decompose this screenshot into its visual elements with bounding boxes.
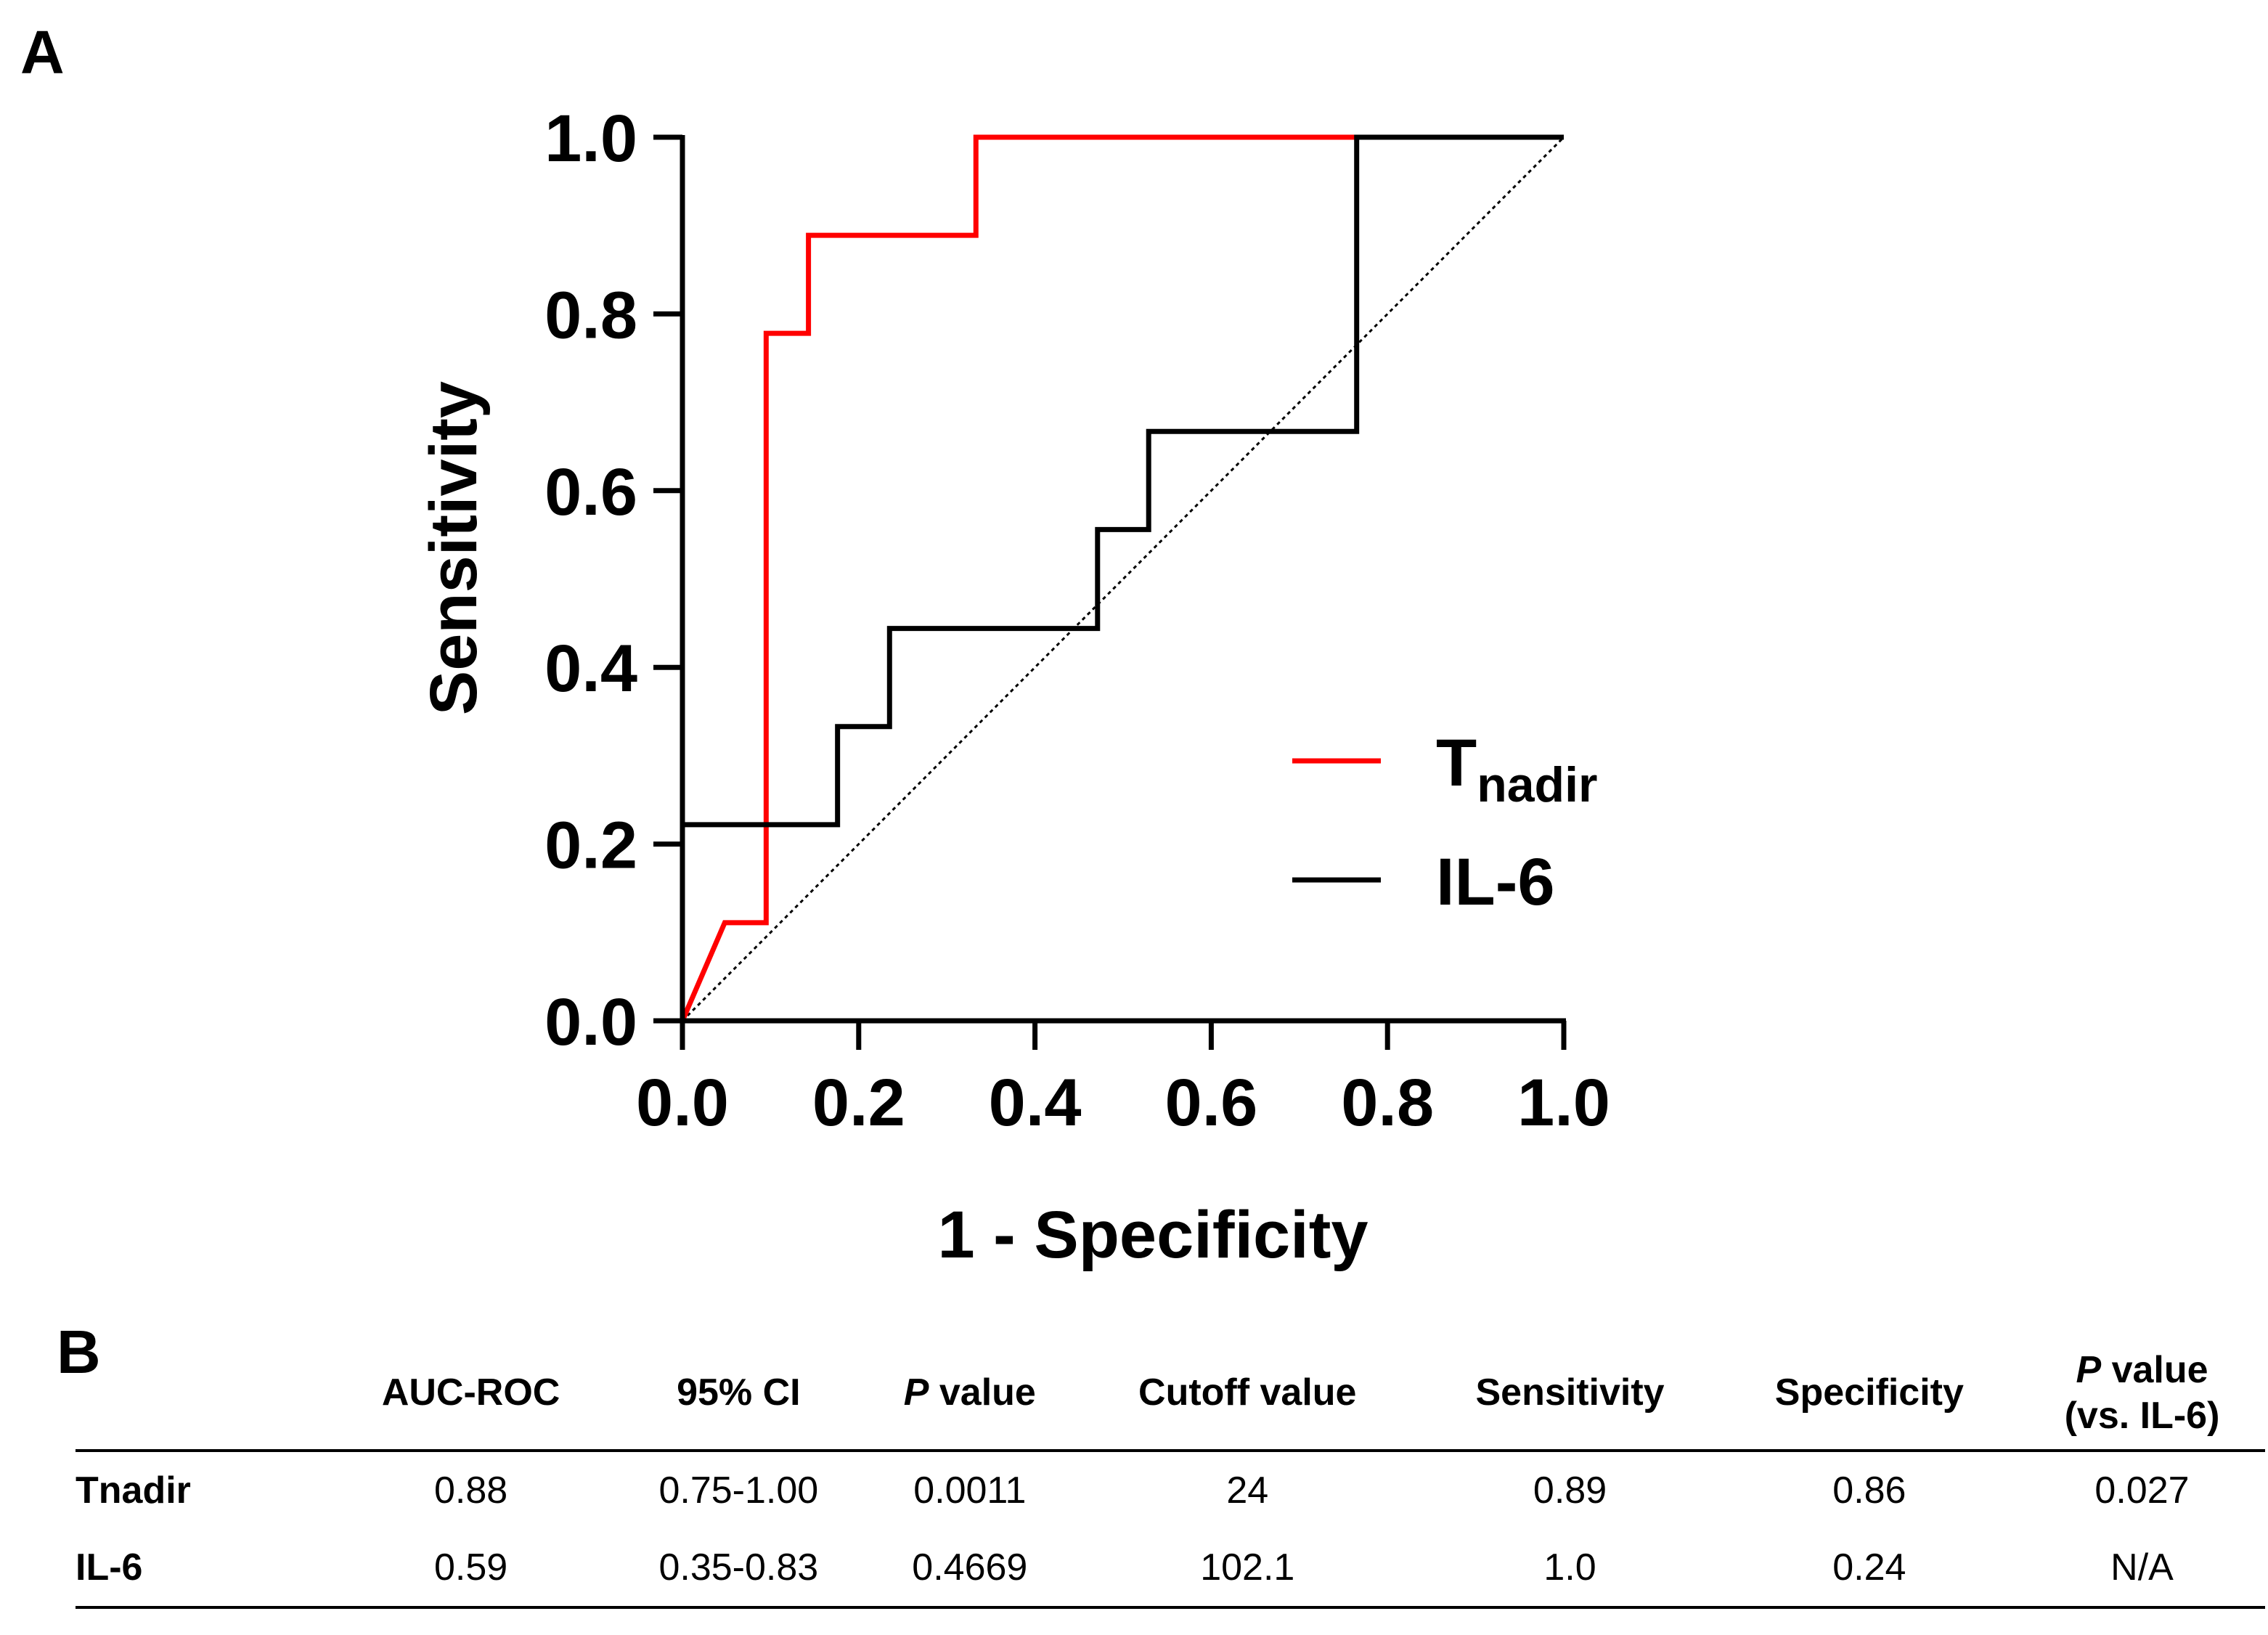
series-line-il-6 [680, 134, 1564, 1021]
roc-table: AUC-ROC 95% CI P value Cutoff value Sensitiv… [76, 1337, 2265, 1609]
table-cell: 0.35-0.83 [612, 1529, 865, 1609]
y-tick-label: 1.0 [544, 102, 637, 176]
y-tick-label: 0.8 [544, 278, 637, 352]
legend-label: IL-6 [1436, 845, 1555, 919]
table-header-cell: Sensitivity [1420, 1337, 1720, 1452]
table-cell: 0.75-1.00 [658, 1469, 819, 1512]
table-row: IL-6 0.59 0.35-0.83 0.4669 102.1 1.0 0.24 N/A [76, 1529, 2265, 1609]
x-tick-label: 0.6 [1164, 1066, 1257, 1140]
table-header-cell [76, 1337, 330, 1452]
table-header-cell: Specificity [1719, 1337, 2019, 1452]
table-header-cell: 95% CI [612, 1337, 865, 1452]
panel-a-label: A [20, 18, 65, 86]
series-line-tnadir [680, 134, 1564, 1022]
y-tick-label: 0.6 [544, 455, 637, 529]
table-cell: 0.86 [1832, 1469, 1906, 1512]
table-row-label: IL-6 [76, 1529, 330, 1609]
table-header-row: AUC-ROC 95% CI P value Cutoff value Sensitiv… [76, 1337, 2265, 1452]
x-axis-title: 1 - Specificity [937, 1198, 1368, 1272]
y-tick-label: 0.2 [544, 809, 637, 883]
table-header-cell: AUC-ROC [330, 1337, 613, 1452]
table-cell: 24 [1226, 1469, 1269, 1512]
table-cell: 0.88 [433, 1469, 508, 1512]
table-cell: 0.0011 [913, 1469, 1027, 1512]
x-tick-label: 0.4 [989, 1066, 1082, 1140]
reference-diagonal-line [681, 136, 1565, 1022]
legend-label: Tnadir [1436, 726, 1597, 812]
table-cell: 0.59 [330, 1529, 613, 1609]
reference-layer [681, 136, 1565, 1022]
tick-layer: 0.0 0.2 0.4 0.6 0.8 1.0 0.0 0.2 0.4 0.6 0.8 1.0 [544, 102, 1610, 1140]
x-tick-label: 1.0 [1517, 1066, 1610, 1140]
y-tick-label: 0.4 [544, 632, 637, 706]
table-header-cell: P value (vs. IL-6) [2018, 1337, 2265, 1452]
x-tick-label: 0.2 [812, 1066, 905, 1140]
series-layer [680, 134, 1564, 1022]
roc-chart: 0.0 0.2 0.4 0.6 0.8 1.0 0.0 0.2 0.4 0.6 0.8 1.0 1 -… [417, 102, 1610, 1272]
table-body: Tnadir 0.88 0.75-1.00 0.0011 24 0.89 0.86 0.027… [76, 1451, 2265, 1609]
legend: Tnadir IL-6 [1292, 726, 1597, 919]
table-cell: 1.0 [1420, 1529, 1720, 1609]
table-row: Tnadir 0.88 0.75-1.00 0.0011 24 0.89 0.86 0.027 [76, 1451, 2265, 1529]
table-row-label: Tnadir [76, 1469, 191, 1512]
axis-layer [680, 135, 1566, 1024]
x-tick-label: 0.0 [636, 1066, 729, 1140]
y-tick-label: 0.0 [544, 985, 637, 1059]
table-cell: 0.24 [1719, 1529, 2019, 1609]
table-cell: 0.027 [2094, 1469, 2190, 1512]
y-axis-title: Sensitivity [417, 381, 491, 715]
table-header-cell: Cutoff value [1074, 1337, 1421, 1452]
table-header-cell: P value [865, 1337, 1075, 1452]
x-tick-label: 0.8 [1341, 1066, 1434, 1140]
table-cell: N/A [2018, 1529, 2265, 1609]
table-cell: 0.4669 [865, 1529, 1075, 1609]
table-cell: 102.1 [1074, 1529, 1421, 1609]
table-cell: 0.89 [1533, 1469, 1607, 1512]
